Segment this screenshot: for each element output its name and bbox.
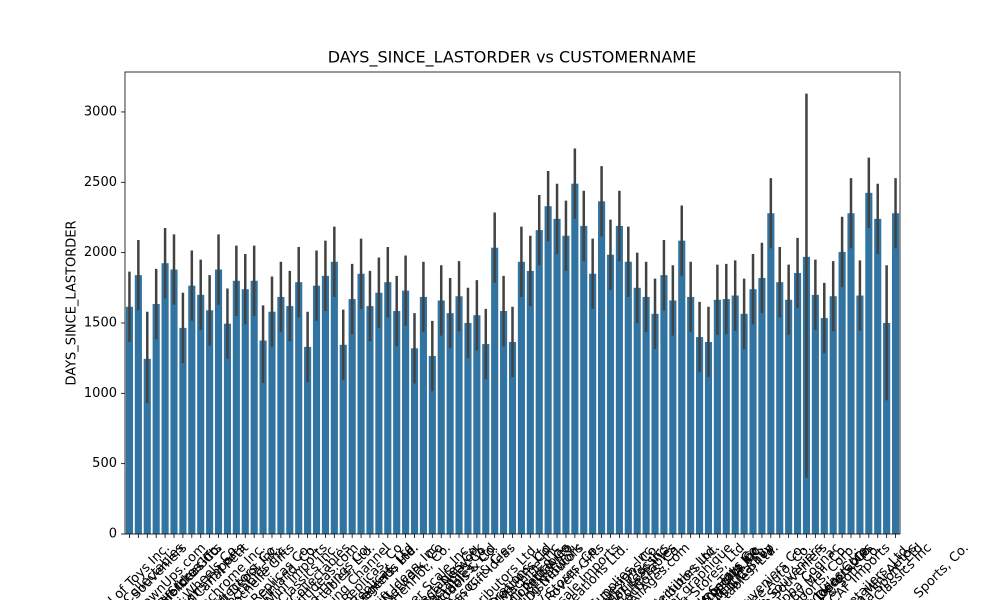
bar: [589, 273, 597, 534]
bar: [161, 263, 169, 534]
bar: [402, 290, 410, 534]
bar: [268, 311, 276, 534]
bar: [304, 346, 312, 534]
bar: [170, 269, 178, 534]
bar: [232, 280, 240, 534]
y-tick-label: 0: [109, 527, 117, 542]
bar: [615, 225, 623, 534]
bar: [312, 285, 321, 534]
y-tick-label: 1000: [84, 386, 117, 401]
bar: [134, 275, 142, 534]
bar: [482, 344, 490, 534]
bar: [152, 303, 160, 534]
bar: [206, 310, 214, 534]
bar: [464, 322, 472, 534]
bar: [393, 311, 401, 534]
y-tick-label: 3000: [84, 104, 117, 119]
bar: [722, 299, 730, 534]
bar: [874, 218, 882, 534]
bar: [535, 230, 543, 534]
bar: [419, 296, 427, 534]
bar: [375, 292, 383, 534]
bar: [473, 315, 481, 534]
bar: [865, 192, 873, 534]
bar: [517, 261, 525, 534]
bar: [250, 280, 258, 534]
bar: [740, 313, 748, 534]
bar: [598, 201, 606, 534]
bar: [348, 299, 356, 534]
bar: [357, 273, 365, 534]
bar: [660, 275, 668, 534]
bar: [713, 299, 721, 534]
bar: [776, 282, 784, 534]
bar: [606, 254, 615, 535]
y-tick-label: 2000: [84, 245, 117, 260]
bar: [624, 261, 632, 534]
bar: [410, 348, 419, 534]
bar: [455, 296, 463, 534]
bar: [749, 289, 757, 534]
bar: [125, 306, 134, 534]
bar: [687, 296, 695, 534]
bar: [793, 273, 802, 534]
bar: [143, 358, 151, 534]
bar: [891, 213, 900, 535]
bar: [767, 213, 775, 535]
bar: [188, 285, 196, 534]
y-tick-label: 1500: [84, 315, 117, 330]
bar: [437, 300, 445, 534]
bar: [820, 318, 828, 534]
bar: [259, 340, 267, 534]
bar: [384, 282, 392, 534]
bar: [286, 306, 294, 534]
bar: [330, 261, 338, 534]
bar: [571, 183, 579, 534]
bar: [526, 270, 534, 534]
bar: [500, 311, 508, 534]
bar: [241, 289, 249, 534]
bar: [295, 282, 303, 534]
bar: [856, 295, 864, 534]
bar: [321, 275, 329, 534]
bar: [669, 300, 677, 534]
bar: [696, 337, 704, 534]
bar: [731, 295, 739, 534]
bar: [633, 287, 641, 534]
bar: [883, 322, 891, 534]
y-axis-label: DAYS_SINCE_LASTORDER: [65, 220, 80, 385]
bar: [678, 240, 686, 534]
bar: [580, 225, 588, 534]
y-tick-label: 500: [92, 456, 117, 471]
bar: [491, 247, 499, 535]
bar: [553, 218, 561, 534]
bar: [651, 313, 659, 534]
bar: [508, 341, 517, 534]
bar: [197, 294, 205, 534]
y-tick-label: 2500: [84, 175, 117, 190]
bar: [758, 277, 766, 534]
bar: [847, 213, 855, 535]
bar: [223, 323, 232, 534]
bar: [446, 313, 454, 534]
bar: [785, 299, 793, 534]
bar: [339, 344, 347, 534]
bar: [366, 306, 374, 534]
bar: [214, 269, 223, 534]
bar: [811, 294, 819, 534]
bar: [428, 356, 436, 534]
bar: [179, 327, 187, 534]
bar: [277, 296, 285, 534]
plot-frame: [124, 71, 901, 535]
bar: [704, 341, 713, 534]
bar: [642, 296, 650, 534]
bar: [544, 206, 552, 534]
bar: [562, 235, 570, 534]
bar: [838, 251, 846, 534]
chart-title: DAYS_SINCE_LASTORDER vs CUSTOMERNAME: [328, 48, 696, 68]
bar: [829, 296, 837, 534]
